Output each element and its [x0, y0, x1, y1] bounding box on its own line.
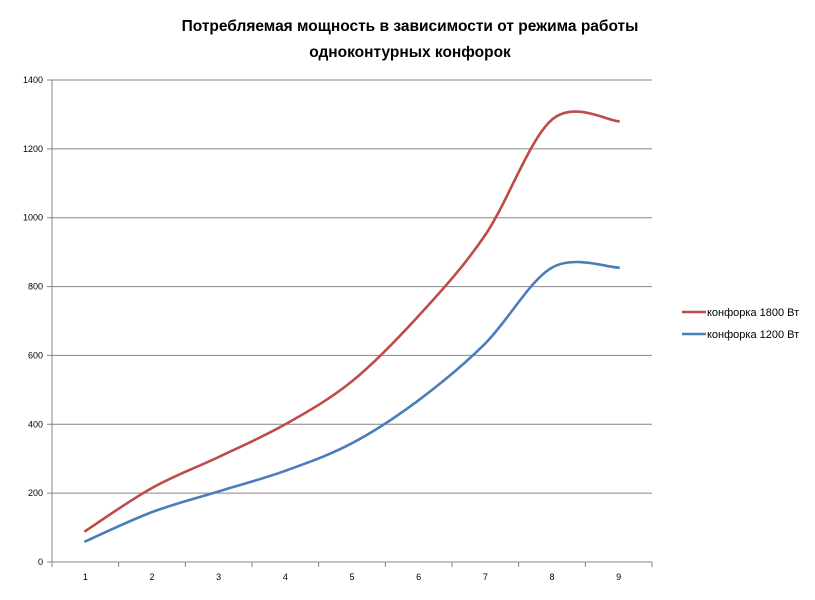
axes: [47, 79, 653, 567]
y-tick-label: 400: [28, 419, 43, 429]
y-tick-label: 1400: [23, 75, 43, 85]
y-tick-label: 1000: [23, 213, 43, 223]
x-tick-label: 9: [616, 572, 621, 582]
y-tick-label: 200: [28, 488, 43, 498]
series-lines: [84, 110, 620, 543]
chart-title-line-1: Потребляемая мощность в зависимости от р…: [181, 18, 639, 35]
gridlines: [52, 79, 652, 494]
legend: конфорка 1800 Вт конфорка 1200 Вт: [682, 307, 799, 341]
series-line-1: [84, 110, 620, 533]
x-tick-label: 8: [549, 572, 554, 582]
y-tick-label: 800: [28, 282, 43, 292]
y-tick-label: 1200: [23, 144, 43, 154]
series-line-2: [84, 260, 620, 543]
legend-label-1: конфорка 1800 Вт: [707, 307, 799, 319]
x-tick-labels: 1 2 3 4 5 6 7 8 9: [83, 572, 621, 582]
x-tick-label: 1: [83, 572, 88, 582]
x-tick-label: 5: [349, 572, 354, 582]
x-tick-label: 7: [483, 572, 488, 582]
chart-title-line-2: одноконтурных конфорок: [309, 44, 511, 61]
y-tick-label: 600: [28, 350, 43, 360]
x-tick-label: 6: [416, 572, 421, 582]
x-tick-label: 2: [149, 572, 154, 582]
x-tick-label: 3: [216, 572, 221, 582]
y-tick-labels: 0 200 400 600 800 1000 1200 1400: [23, 75, 43, 567]
y-tick-label: 0: [38, 557, 43, 567]
x-tick-label: 4: [283, 572, 288, 582]
chart-title: Потребляемая мощность в зависимости от р…: [60, 14, 760, 66]
legend-label-2: конфорка 1200 Вт: [707, 329, 799, 341]
